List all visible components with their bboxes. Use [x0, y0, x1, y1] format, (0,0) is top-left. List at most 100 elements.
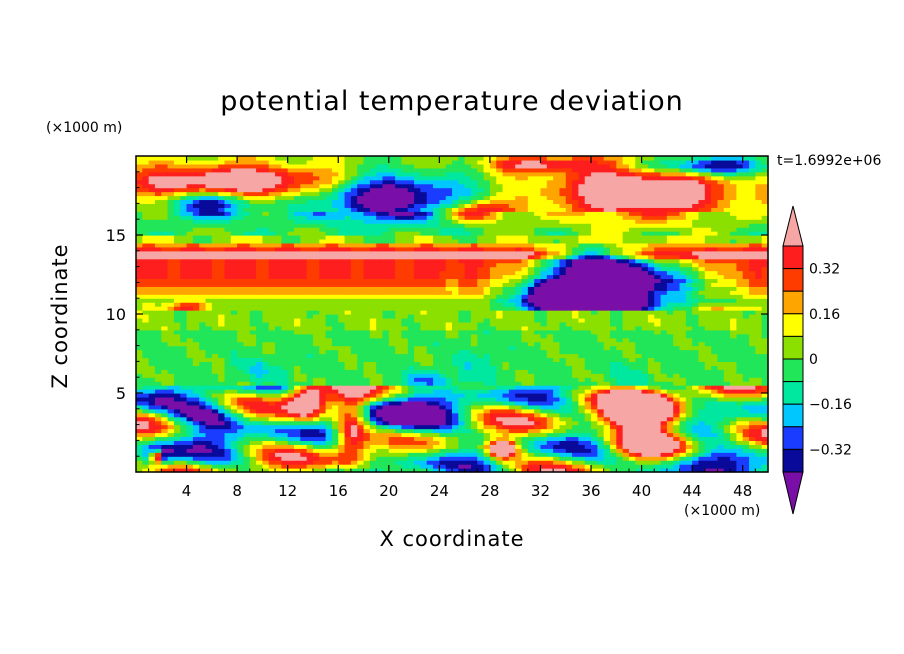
field-cell — [723, 444, 731, 449]
field-cell — [154, 460, 162, 465]
field-cell — [692, 278, 700, 283]
field-cell — [711, 464, 719, 469]
field-cell — [148, 468, 156, 473]
field-cell — [211, 337, 219, 343]
field-cell — [483, 274, 491, 280]
field-cell — [584, 396, 592, 402]
field-cell — [470, 337, 478, 343]
field-cell — [452, 329, 459, 335]
field-cell — [565, 286, 573, 291]
field-cell — [161, 310, 169, 315]
field-cell — [148, 357, 156, 362]
field-cell — [186, 440, 194, 445]
field-cell — [294, 290, 301, 295]
field-cell — [199, 349, 207, 355]
field-cell — [148, 436, 156, 441]
field-cell — [287, 464, 295, 469]
field-cell — [237, 349, 245, 355]
field-cell — [331, 448, 339, 453]
field-cell — [761, 416, 769, 422]
field-cell — [591, 290, 598, 295]
field-cell — [369, 385, 377, 390]
field-cell — [527, 357, 535, 362]
field-cell — [470, 436, 478, 441]
field-cell — [496, 298, 504, 303]
field-cell — [666, 341, 674, 347]
field-cell — [578, 468, 586, 473]
field-cell — [148, 428, 156, 434]
field-cell — [666, 393, 674, 398]
field-cell — [521, 274, 529, 280]
field-cell — [749, 444, 756, 449]
field-cell — [199, 317, 207, 323]
field-cell — [635, 321, 643, 327]
field-cell — [527, 385, 535, 390]
field-cell — [167, 404, 175, 410]
field-cell — [584, 310, 592, 315]
field-cell — [445, 325, 453, 331]
field-cell — [628, 325, 636, 331]
field-cell — [173, 361, 181, 366]
field-cell — [357, 381, 365, 386]
field-cell — [224, 464, 232, 469]
field-cell — [698, 302, 706, 307]
field-cell — [275, 412, 282, 418]
field-cell — [192, 456, 200, 461]
field-cell — [572, 333, 579, 339]
field-cell — [546, 396, 554, 402]
field-cell — [534, 341, 542, 347]
field-cell — [736, 345, 744, 351]
field-cell — [414, 452, 421, 457]
field-cell — [679, 404, 687, 410]
field-cell — [262, 325, 270, 331]
field-cell — [534, 294, 542, 299]
field-cell — [180, 448, 188, 453]
field-cell — [483, 317, 491, 323]
field-cell — [698, 306, 706, 311]
field-cell — [294, 404, 301, 410]
field-cell — [641, 365, 649, 370]
field-cell — [458, 274, 466, 280]
field-cell — [673, 448, 681, 453]
field-cell — [553, 310, 561, 315]
field-cell — [180, 286, 188, 291]
field-cell — [692, 302, 700, 307]
field-cell — [647, 456, 655, 461]
field-cell — [654, 314, 662, 319]
field-cell — [388, 440, 396, 445]
field-cell — [433, 337, 440, 343]
field-cell — [306, 298, 314, 303]
field-cell — [439, 294, 447, 299]
field-cell — [224, 444, 232, 449]
field-cell — [414, 333, 421, 339]
field-cell — [546, 337, 554, 343]
field-cell — [395, 408, 403, 414]
field-cell — [749, 302, 756, 307]
field-cell — [338, 404, 346, 410]
field-cell — [376, 444, 384, 449]
field-cell — [439, 428, 447, 434]
field-cell — [717, 440, 725, 445]
field-cell — [616, 282, 624, 287]
field-cell — [540, 381, 548, 386]
field-cell — [496, 468, 504, 473]
field-cell — [281, 464, 289, 469]
field-cell — [578, 329, 586, 335]
field-cell — [458, 456, 466, 461]
field-cell — [180, 333, 188, 339]
field-cell — [635, 440, 643, 445]
field-cell — [597, 452, 605, 457]
field-cell — [237, 361, 245, 366]
field-cell — [553, 404, 561, 410]
field-cell — [647, 444, 655, 449]
field-cell — [161, 357, 169, 362]
field-cell — [319, 385, 327, 390]
field-cell — [692, 349, 700, 355]
field-cell — [243, 440, 251, 445]
field-cell — [344, 357, 352, 362]
field-cell — [331, 464, 339, 469]
field-cell — [559, 428, 567, 434]
field-cell — [382, 361, 390, 366]
field-cell — [477, 377, 485, 382]
field-cell — [477, 468, 485, 473]
